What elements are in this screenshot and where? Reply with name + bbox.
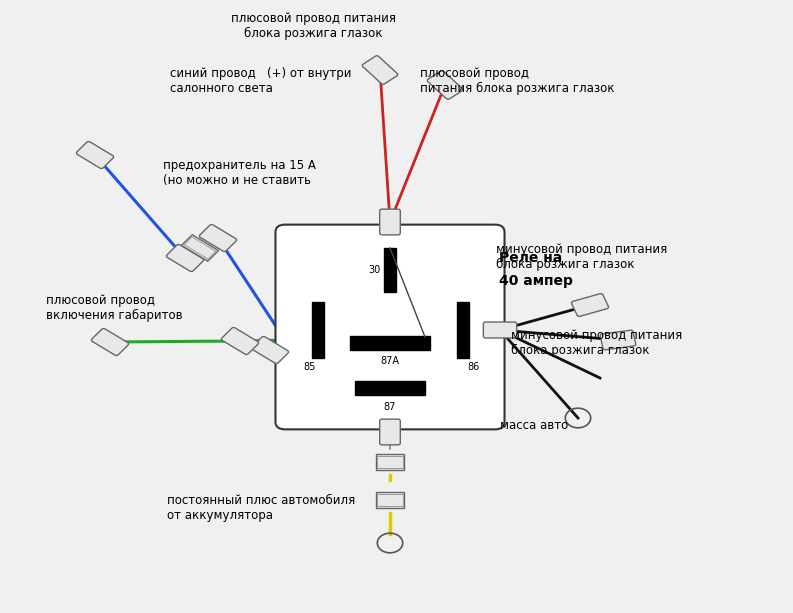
Text: синий провод   (+) от внутри
салонного света: синий провод (+) от внутри салонного све… bbox=[170, 67, 352, 95]
Text: плюсовой провод питания
блока розжига глазок: плюсовой провод питания блока розжига гл… bbox=[231, 12, 396, 40]
FancyBboxPatch shape bbox=[182, 235, 219, 261]
Text: предохранитель на 15 А
(но можно и не ставить: предохранитель на 15 А (но можно и не ст… bbox=[163, 159, 316, 187]
FancyBboxPatch shape bbox=[376, 492, 404, 508]
Text: плюсовой провод
включения габаритов: плюсовой провод включения габаритов bbox=[46, 294, 182, 322]
Text: Реле на: Реле на bbox=[499, 251, 562, 265]
FancyBboxPatch shape bbox=[600, 330, 636, 350]
Text: постоянный плюс автомобиля
от аккумулятора: постоянный плюс автомобиля от аккумулято… bbox=[167, 494, 354, 522]
FancyBboxPatch shape bbox=[572, 294, 608, 316]
FancyBboxPatch shape bbox=[380, 419, 400, 445]
Text: 87: 87 bbox=[384, 402, 396, 412]
FancyBboxPatch shape bbox=[167, 245, 204, 272]
FancyBboxPatch shape bbox=[484, 322, 517, 338]
Bar bbox=[384, 248, 396, 292]
FancyBboxPatch shape bbox=[362, 56, 398, 85]
Text: масса авто: масса авто bbox=[500, 419, 568, 432]
FancyBboxPatch shape bbox=[221, 327, 259, 354]
FancyBboxPatch shape bbox=[199, 224, 236, 251]
FancyBboxPatch shape bbox=[251, 337, 289, 364]
Text: 87A: 87A bbox=[381, 356, 400, 366]
Bar bbox=[312, 302, 324, 358]
Text: 86: 86 bbox=[467, 362, 479, 372]
FancyBboxPatch shape bbox=[76, 142, 113, 169]
Bar bbox=[350, 336, 430, 350]
Text: минусовой провод питания
блока розжига глазок: минусовой провод питания блока розжига г… bbox=[496, 243, 667, 271]
FancyBboxPatch shape bbox=[427, 70, 463, 99]
Bar bbox=[355, 381, 425, 395]
FancyBboxPatch shape bbox=[275, 224, 504, 429]
Text: минусовой провод питания
блока розжига глазок: минусовой провод питания блока розжига г… bbox=[511, 329, 683, 357]
Bar bbox=[457, 302, 469, 358]
Text: 40 ампер: 40 ампер bbox=[499, 274, 573, 288]
FancyBboxPatch shape bbox=[376, 454, 404, 470]
Text: 30: 30 bbox=[369, 265, 381, 275]
FancyBboxPatch shape bbox=[91, 329, 128, 356]
FancyBboxPatch shape bbox=[380, 209, 400, 235]
Text: 85: 85 bbox=[304, 362, 316, 372]
Text: плюсовой провод
питания блока розжига глазок: плюсовой провод питания блока розжига гл… bbox=[420, 67, 615, 95]
